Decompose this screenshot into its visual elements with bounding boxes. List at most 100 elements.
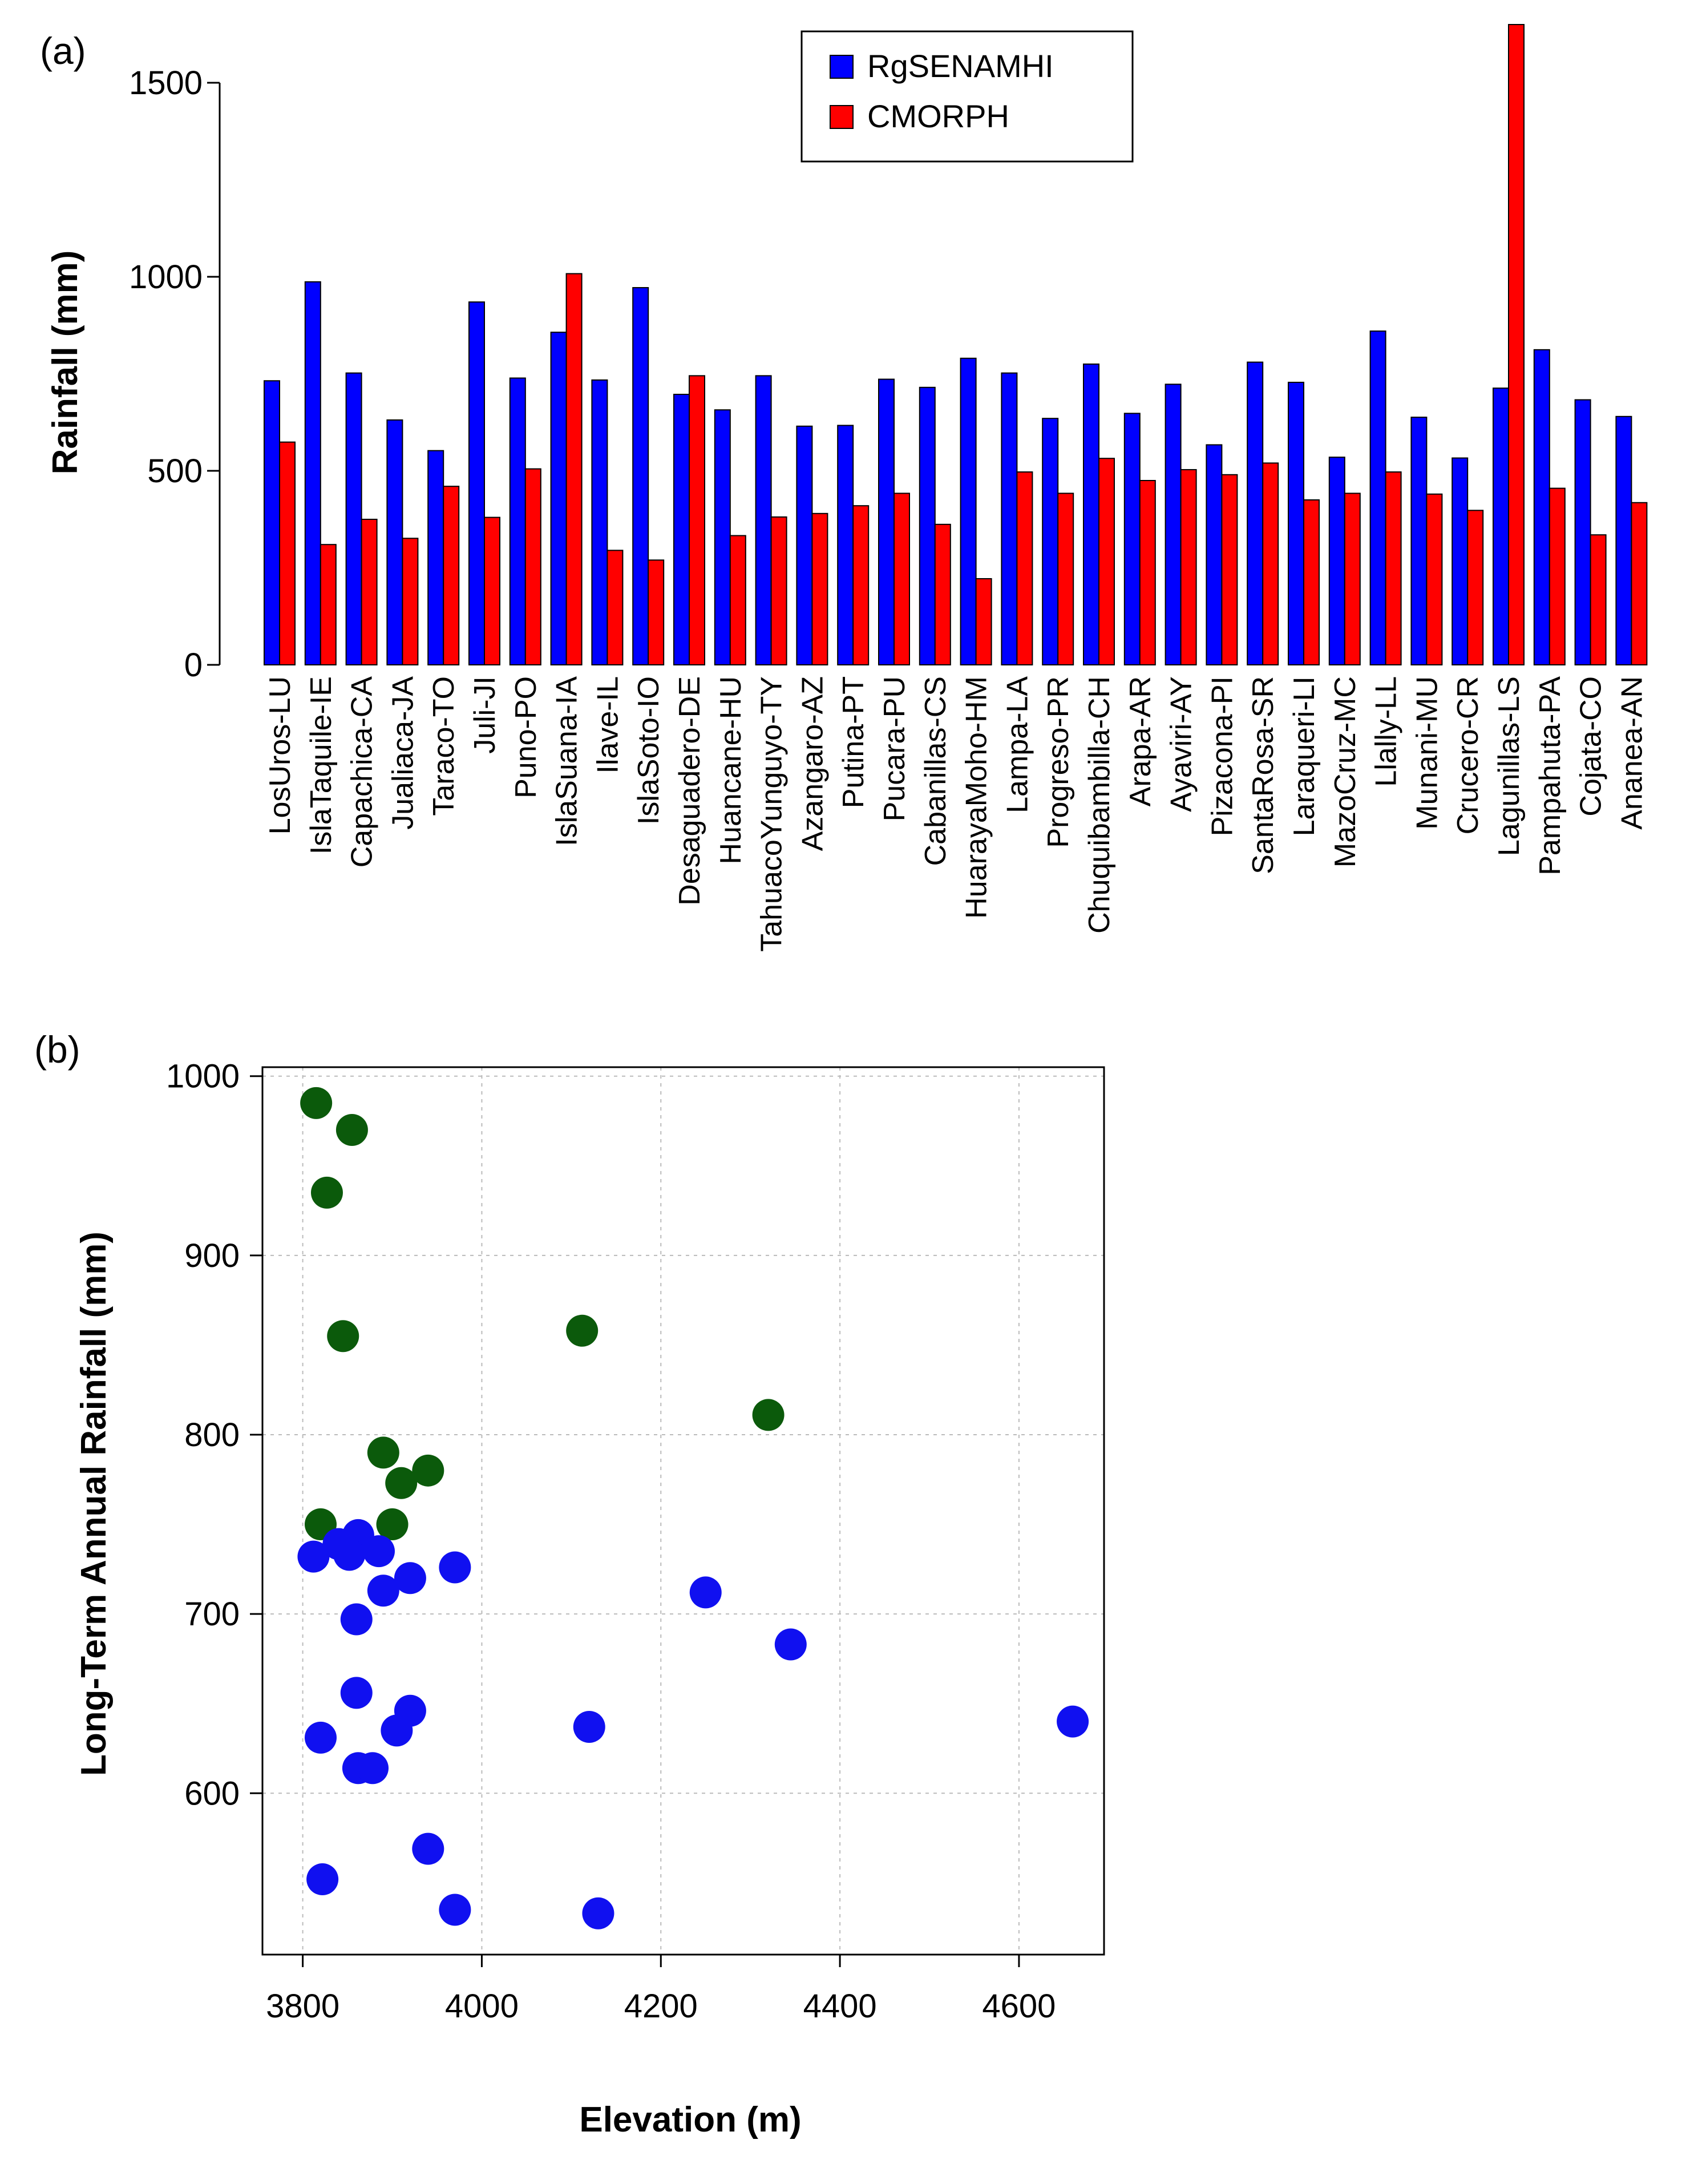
category-label-mazocruz-mc: MazoCruz-MC [1329, 676, 1362, 867]
scatter-point-below-750-mm [439, 1894, 471, 1926]
category-label-lampa-la: Lampa-LA [1001, 676, 1034, 813]
bar-cmorph-islataquile-ie [320, 544, 337, 666]
panel-a-y-tick-label: 1500 [129, 64, 203, 102]
legend: RgSENAMHI CMORPH [800, 30, 1134, 163]
bar-rgsenamhi-crucero-cr [1452, 457, 1469, 665]
scatter-point-below-750-mm [340, 1603, 373, 1636]
category-label-laraqueri-li: Laraqueri-LI [1288, 676, 1321, 836]
category-label-islasuana-ia: IslaSuana-IA [551, 676, 584, 846]
bar-cmorph-azangaro-az [811, 512, 828, 665]
bar-rgsenamhi-putina-pt [837, 425, 854, 665]
category-label-ananea-an: Ananea-AN [1615, 676, 1648, 830]
bar-rgsenamhi-capachica-ca [345, 372, 362, 665]
legend-swatch-rgsenamhi [830, 55, 854, 79]
scatter-point-below-750-mm [306, 1863, 339, 1896]
category-label-ayaviri-ay: Ayaviri-AY [1165, 676, 1198, 812]
category-label-progreso-pr: Progreso-PR [1042, 676, 1075, 848]
bar-rgsenamhi-lagunillas-ls [1493, 387, 1509, 665]
bar-cmorph-putina-pt [852, 505, 870, 665]
bar-rgsenamhi-cojata-co [1574, 399, 1591, 665]
panel-b-x-tick-label: 4000 [445, 1988, 519, 2025]
bar-rgsenamhi-ayaviri-ay [1165, 383, 1182, 665]
bar-cmorph-desaguadero-de [689, 375, 705, 666]
panel-b-y-tick-label: 900 [184, 1237, 240, 1274]
scatter-point-below-750-mm [439, 1551, 471, 1584]
bar-rgsenamhi-chuquibambilla-ch [1083, 364, 1099, 665]
bar-cmorph-ilave-il [607, 550, 624, 666]
panel-a-bars [264, 24, 1648, 666]
bar-cmorph-mazocruz-mc [1344, 492, 1361, 665]
scatter-point-below-750-mm [774, 1628, 807, 1661]
bar-cmorph-losuros-lu [279, 441, 296, 665]
scatter-point-above-750-mm [385, 1467, 418, 1499]
bar-cmorph-cabanillas-cs [934, 523, 951, 666]
category-label-puno-po: Puno-PO [510, 676, 543, 798]
category-label-islataquile-ie: IslaTaquile-IE [305, 676, 338, 854]
panel-a-category-labels: LosUros-LU IslaTaquile-IE Capachica-CA Jual… [264, 676, 1648, 952]
scatter-point-below-750-mm [362, 1535, 395, 1568]
panel-b-y-axis-label: Long-Term Annual Rainfall (mm) [74, 1232, 114, 1776]
panel-b-y-tick-label: 1000 [166, 1058, 240, 1095]
scatter-point-below-750-mm [297, 1540, 330, 1573]
bar-rgsenamhi-pucara-pu [878, 378, 895, 666]
bar-rgsenamhi-laraqueri-li [1288, 381, 1304, 666]
category-label-capachica-ca: Capachica-CA [346, 676, 379, 868]
panel-b-y-tick-label: 800 [184, 1416, 240, 1454]
category-label-desaguadero-de: Desaguadero-DE [673, 676, 706, 906]
category-label-jualiaca-ja: Jualiaca-JA [386, 676, 419, 830]
category-label-cabanillas-cs: Cabanillas-CS [919, 676, 952, 866]
bar-cmorph-ayaviri-ay [1180, 469, 1197, 666]
panel-b-y-tick-label: 600 [184, 1775, 240, 1812]
panel-b-plot-frame [261, 1066, 1105, 1956]
panel-b-points [297, 1087, 1089, 1929]
bar-cmorph-islasoto-io [648, 559, 665, 666]
scatter-point-above-750-mm [335, 1113, 368, 1146]
scatter-point-below-750-mm [394, 1562, 426, 1594]
bar-rgsenamhi-tahuacoyunguyo-ty [755, 375, 772, 666]
panel-b-x-tick-label: 4600 [982, 1988, 1056, 2025]
panel-b-x-tick-label: 3800 [266, 1988, 339, 2025]
category-label-lagunillas-ls: Lagunillas-LS [1493, 676, 1526, 856]
category-label-pizacona-pi: Pizacona-PI [1206, 676, 1239, 836]
panel-a-y-tick-label: 1000 [129, 259, 203, 296]
category-label-arapa-ar: Arapa-AR [1124, 676, 1157, 806]
legend-entry-rgsenamhi: RgSENAMHI [867, 48, 1054, 84]
category-label-cojata-co: Cojata-CO [1575, 676, 1608, 817]
scatter-point-below-750-mm [381, 1714, 413, 1747]
scatter-point-below-750-mm [304, 1721, 337, 1754]
scatter-point-above-750-mm [327, 1320, 359, 1353]
bar-cmorph-crucero-cr [1467, 510, 1484, 665]
bar-rgsenamhi-islasuana-ia [550, 332, 567, 665]
bar-cmorph-pucara-pu [893, 492, 910, 665]
legend-swatch-cmorph [830, 105, 854, 129]
category-label-islasoto-io: IslaSoto-IO [632, 676, 665, 825]
panel-a-y-axis: 0 500 1000 1500 [129, 64, 221, 684]
bar-cmorph-llally-ll [1385, 471, 1402, 665]
scatter-point-above-750-mm [367, 1436, 399, 1469]
bar-cmorph-laraqueri-li [1303, 499, 1320, 665]
bar-cmorph-huarayamoho-hm [975, 578, 992, 665]
scatter-point-below-750-mm [689, 1576, 722, 1609]
bar-rgsenamhi-ilave-il [591, 379, 608, 665]
bar-cmorph-islasuana-ia [565, 273, 583, 665]
category-label-ilave-il: Ilave-IL [591, 676, 624, 774]
bar-rgsenamhi-losuros-lu [264, 380, 280, 665]
panel-b-x-axis-label: Elevation (m) [579, 2100, 801, 2139]
category-label-munani-mu: Munani-MU [1410, 676, 1444, 830]
scatter-point-below-750-mm [333, 1539, 366, 1571]
bar-rgsenamhi-desaguadero-de [673, 394, 690, 665]
bar-cmorph-taraco-to [443, 486, 460, 665]
category-label-losuros-lu: LosUros-LU [264, 676, 297, 834]
panel-b-x-tick-label: 4200 [624, 1988, 698, 2025]
category-label-santarosa-sr: SantaRosa-SR [1247, 676, 1280, 874]
bar-cmorph-juli-ji [484, 516, 500, 665]
panel-b-x-tick-label: 4400 [803, 1988, 877, 2025]
panel-a-label: (a) [40, 30, 86, 72]
bar-cmorph-capachica-ca [361, 519, 378, 665]
bar-rgsenamhi-huancane-hu [714, 409, 731, 665]
bar-rgsenamhi-cabanillas-cs [919, 386, 936, 665]
panel-a-y-tick-label: 0 [184, 647, 203, 684]
legend-entry-cmorph: CMORPH [867, 98, 1009, 134]
bar-cmorph-jualiaca-ja [402, 538, 419, 665]
category-label-putina-pt: Putina-PT [837, 676, 870, 808]
